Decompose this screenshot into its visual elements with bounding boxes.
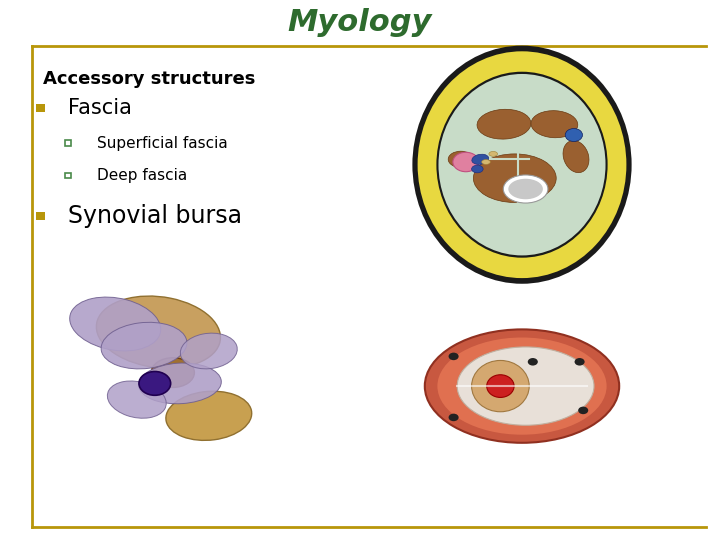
Ellipse shape (474, 154, 556, 202)
Ellipse shape (101, 322, 187, 369)
Ellipse shape (563, 140, 589, 173)
Ellipse shape (487, 375, 514, 397)
Ellipse shape (472, 165, 483, 173)
Text: Fascia: Fascia (68, 98, 132, 118)
Circle shape (139, 372, 171, 395)
Ellipse shape (503, 175, 548, 203)
Ellipse shape (413, 46, 631, 284)
Ellipse shape (70, 297, 161, 351)
Circle shape (528, 358, 538, 366)
Circle shape (449, 353, 459, 360)
Ellipse shape (531, 111, 577, 138)
Text: Deep fascia: Deep fascia (97, 168, 187, 183)
Ellipse shape (457, 347, 594, 426)
Ellipse shape (448, 151, 474, 167)
Text: Myology: Myology (288, 8, 432, 37)
Ellipse shape (438, 74, 606, 255)
Text: Synovial bursa: Synovial bursa (68, 204, 243, 228)
Ellipse shape (139, 363, 221, 404)
Ellipse shape (472, 361, 529, 412)
Ellipse shape (482, 159, 490, 164)
Ellipse shape (472, 154, 489, 164)
Ellipse shape (508, 179, 543, 199)
FancyBboxPatch shape (36, 212, 45, 220)
Ellipse shape (489, 151, 498, 157)
Ellipse shape (436, 72, 608, 258)
Circle shape (578, 407, 588, 414)
Circle shape (575, 358, 585, 366)
Ellipse shape (96, 296, 220, 368)
Text: Superficial fascia: Superficial fascia (97, 136, 228, 151)
Ellipse shape (151, 357, 194, 388)
Ellipse shape (438, 338, 606, 435)
Ellipse shape (418, 51, 626, 278)
Ellipse shape (425, 329, 619, 443)
Circle shape (453, 152, 479, 172)
Ellipse shape (166, 391, 252, 441)
Ellipse shape (180, 333, 238, 369)
Circle shape (565, 129, 582, 141)
Ellipse shape (477, 109, 531, 139)
Circle shape (449, 414, 459, 421)
Ellipse shape (107, 381, 166, 418)
Text: Accessory structures: Accessory structures (43, 70, 256, 88)
FancyBboxPatch shape (36, 104, 45, 112)
